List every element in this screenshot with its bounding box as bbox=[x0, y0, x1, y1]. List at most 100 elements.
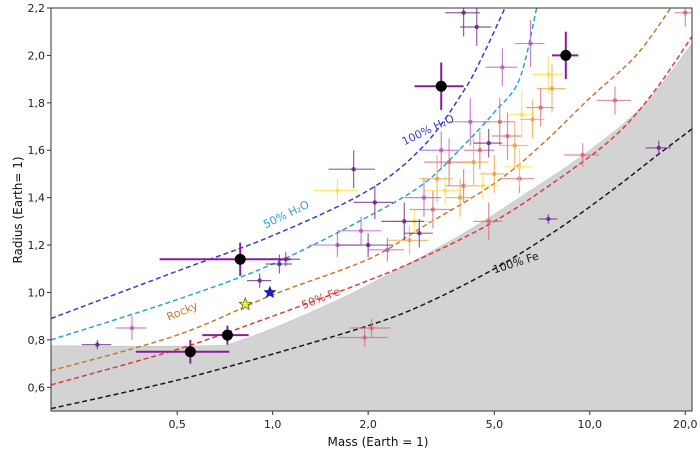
yellow-marker-1 bbox=[443, 188, 448, 193]
yellow-marker-2 bbox=[480, 183, 486, 188]
violet-marker-0 bbox=[129, 325, 135, 331]
plot-frame bbox=[50, 7, 693, 412]
pink-marker-13 bbox=[538, 105, 543, 110]
pink-marker-6 bbox=[486, 219, 491, 224]
highlighted-point-2 bbox=[135, 339, 230, 364]
y-axis-label: Radius (Earth= 1) bbox=[11, 156, 25, 263]
purple-point-11 bbox=[645, 140, 671, 155]
x-tick-label-3: 5,0 bbox=[486, 418, 504, 431]
orange-marker-4 bbox=[512, 143, 517, 148]
y-tick-label-6: 1,8 bbox=[28, 97, 46, 110]
pink-marker-3 bbox=[477, 148, 483, 153]
purple-marker-0 bbox=[95, 342, 100, 347]
pink-marker-8 bbox=[612, 98, 618, 103]
yellow-point-0 bbox=[314, 178, 358, 203]
orange-point-4 bbox=[499, 121, 529, 170]
yellow-point-2 bbox=[463, 171, 500, 201]
violet-marker-1 bbox=[335, 242, 340, 248]
purple-marker-9 bbox=[486, 140, 491, 146]
purple-marker-10 bbox=[546, 216, 551, 222]
orange-marker-0 bbox=[407, 238, 412, 243]
highlighted-marker-3 bbox=[435, 80, 447, 92]
yellow-marker-4 bbox=[546, 72, 551, 77]
purple-marker-13 bbox=[365, 242, 371, 248]
curves bbox=[51, 8, 692, 410]
highlighted-point-3 bbox=[414, 62, 464, 110]
pink-point-6 bbox=[473, 202, 503, 241]
pink-marker-9 bbox=[683, 10, 688, 15]
yellow-marker-0 bbox=[335, 188, 340, 193]
violet-point-2 bbox=[337, 216, 382, 246]
pink-point-8 bbox=[596, 86, 632, 115]
purple-marker-11 bbox=[656, 145, 661, 151]
violet-point-0 bbox=[115, 316, 147, 340]
yellow-marker-6 bbox=[517, 164, 522, 170]
pink-point-7 bbox=[564, 143, 600, 167]
x-tick-label-5: 20,0 bbox=[673, 418, 698, 431]
purple-point-13 bbox=[337, 233, 394, 257]
orange-marker-1 bbox=[434, 176, 440, 181]
pink-point-1 bbox=[337, 328, 388, 347]
highlighted-marker-0 bbox=[234, 253, 246, 265]
orange-marker-2 bbox=[471, 159, 476, 165]
yellow-point-3 bbox=[507, 90, 535, 139]
yellow-point-6 bbox=[504, 147, 533, 186]
yellow-point-4 bbox=[532, 55, 563, 94]
violet-marker-8 bbox=[385, 247, 390, 252]
star-blue-marker bbox=[263, 285, 277, 298]
purple-point-1 bbox=[247, 273, 272, 288]
purple-point-9 bbox=[473, 128, 503, 158]
x-axis-label: Mass (Earth = 1) bbox=[328, 435, 429, 449]
star-yellow-point-0 bbox=[238, 296, 253, 311]
violet-marker-4 bbox=[468, 119, 473, 124]
violet-marker-5 bbox=[500, 65, 505, 70]
highlighted-marker-1 bbox=[221, 329, 233, 341]
excluded-region bbox=[51, 43, 692, 411]
star-blue-point-0 bbox=[263, 285, 277, 298]
purple-point-2 bbox=[265, 254, 292, 274]
yellow-point-1 bbox=[423, 176, 464, 205]
curve-line-4 bbox=[51, 128, 692, 410]
orange-point-6 bbox=[536, 64, 566, 113]
orange-marker-6 bbox=[549, 86, 555, 91]
violet-point-4 bbox=[449, 98, 489, 146]
y-tick-label-4: 1,4 bbox=[28, 192, 46, 205]
x-tick-label-1: 1,0 bbox=[264, 418, 282, 431]
purple-marker-8 bbox=[474, 24, 479, 30]
orange-point-7 bbox=[445, 178, 474, 217]
pink-marker-4 bbox=[497, 119, 502, 124]
pink-marker-1 bbox=[362, 335, 367, 340]
violet-point-7 bbox=[404, 178, 442, 217]
orange-point-1 bbox=[419, 154, 453, 203]
purple-point-7 bbox=[404, 218, 433, 248]
axis-ticks: 0,5 1,0 2,0 5,0 10,0 20,0 0,6 0,8 1,0 1,2 1,4 1,6 1,… bbox=[28, 2, 698, 431]
data-points bbox=[81, 8, 692, 364]
violet-marker-6 bbox=[528, 41, 533, 46]
orange-marker-5 bbox=[530, 117, 535, 122]
y-tick-label-2: 1,0 bbox=[28, 286, 46, 299]
orange-marker-7 bbox=[457, 195, 463, 200]
purple-marker-12 bbox=[461, 10, 466, 15]
y-tick-label-5: 1,6 bbox=[28, 144, 46, 157]
purple-marker-7 bbox=[417, 231, 422, 236]
pink-marker-7 bbox=[580, 152, 585, 158]
purple-point-8 bbox=[460, 8, 492, 46]
orange-point-2 bbox=[456, 138, 489, 186]
highlighted-point-0 bbox=[159, 242, 291, 276]
violet-point-6 bbox=[514, 19, 545, 68]
highlighted-marker-4 bbox=[560, 49, 572, 61]
pink-point-13 bbox=[526, 88, 554, 127]
y-tick-label-7: 2,0 bbox=[28, 49, 46, 62]
pink-marker-0 bbox=[369, 325, 374, 331]
pink-marker-12 bbox=[505, 133, 510, 139]
orange-point-5 bbox=[519, 100, 545, 139]
highlighted-point-4 bbox=[552, 31, 579, 80]
violet-point-8 bbox=[368, 237, 405, 262]
violet-marker-7 bbox=[421, 195, 427, 200]
purple-point-12 bbox=[445, 8, 480, 37]
y-tick-label-8: 2,2 bbox=[28, 2, 46, 15]
curve-line-0 bbox=[51, 8, 506, 320]
y-tick-label-3: 1,2 bbox=[28, 239, 46, 252]
purple-point-4 bbox=[328, 150, 375, 189]
